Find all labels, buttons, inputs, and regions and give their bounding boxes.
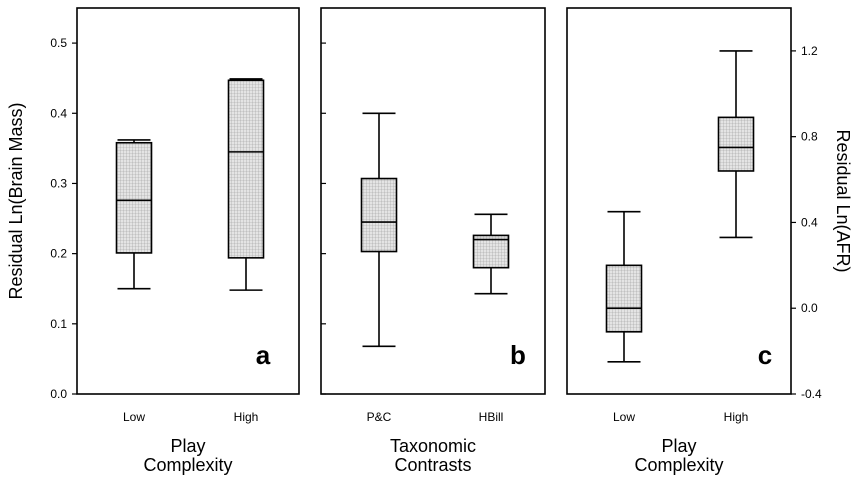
y-tick-label: -0.4 (801, 387, 822, 401)
box-iqr (605, 264, 643, 333)
y-tick-label: 0.3 (50, 176, 67, 190)
box-iqr (472, 234, 510, 269)
panel-a-frame (76, 7, 300, 395)
box-iqr (717, 116, 755, 172)
x-title-b-line1: Taxonomic (390, 436, 476, 456)
y-tick-label: 0.0 (801, 301, 818, 315)
x-title-a-line2: Complexity (143, 455, 232, 475)
x-category-b-hbill: HBill (479, 410, 504, 424)
y-axis-label-left: Residual Ln(Brain Mass) (6, 102, 26, 299)
y-tick-label: 1.2 (801, 44, 818, 58)
x-category-a-high: High (234, 410, 259, 424)
box-iqr (360, 177, 398, 253)
x-title-b-line2: Contrasts (394, 455, 471, 475)
panel-letter-b: b (510, 340, 526, 370)
panel-letter-a: a (256, 340, 271, 370)
box-iqr (227, 79, 265, 259)
x-title-a-line1: Play (170, 436, 205, 456)
y-tick-label: 0.5 (50, 36, 67, 50)
y-tick-label: 0.1 (50, 317, 67, 331)
y-tick-label: 0.4 (50, 106, 67, 120)
box-iqr (115, 141, 153, 254)
x-category-c-high: High (724, 410, 749, 424)
x-category-c-low: Low (613, 410, 635, 424)
panel-c-frame (566, 7, 792, 395)
y-tick-label: 0.4 (801, 215, 818, 229)
panel-b-frame (320, 7, 546, 395)
x-title-c-line2: Complexity (634, 455, 723, 475)
x-title-c-line1: Play (661, 436, 696, 456)
x-category-a-low: Low (123, 410, 145, 424)
y-axis-label-right: Residual Ln(AFR) (833, 129, 853, 272)
x-category-b-pc: P&C (367, 410, 392, 424)
y-tick-label: 0.2 (50, 247, 67, 261)
y-tick-label: 0.8 (801, 130, 818, 144)
panel-letter-c: c (758, 340, 772, 370)
y-tick-label: 0.0 (50, 387, 67, 401)
